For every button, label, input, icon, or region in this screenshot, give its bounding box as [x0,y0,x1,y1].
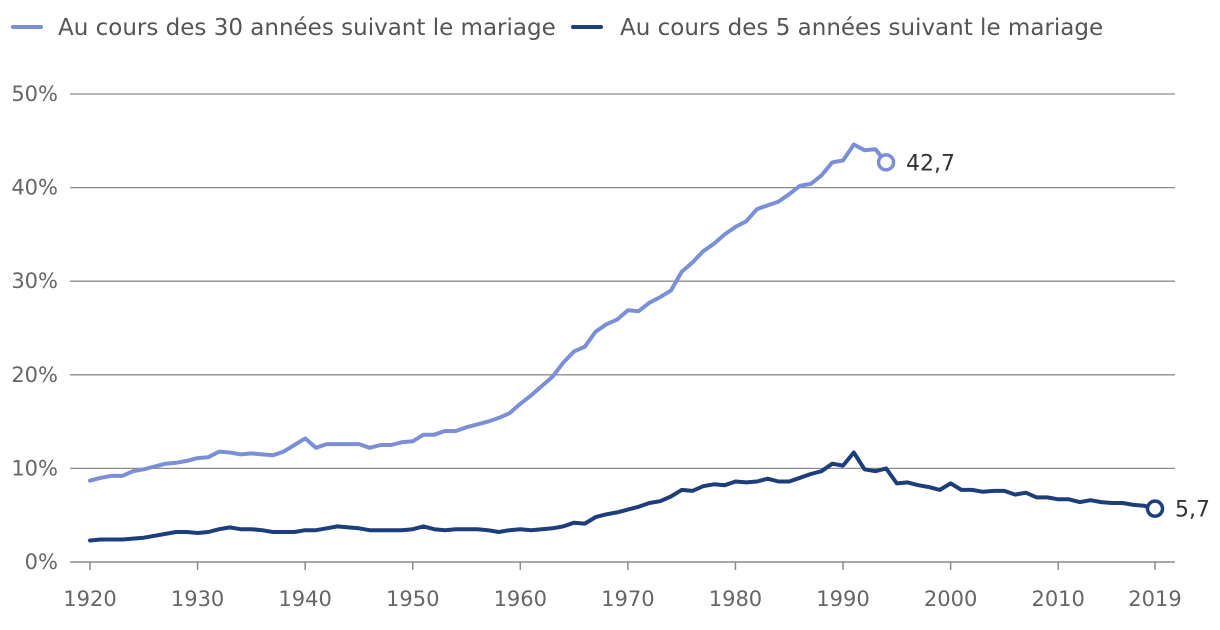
y-tick-label: 40% [11,176,58,200]
series-end-label-1: 5,7 [1175,498,1210,523]
y-tick-label: 30% [11,269,58,293]
series-end-marker-1 [1145,499,1165,518]
y-tick-label: 0% [25,550,58,574]
series-line-1 [88,450,1157,543]
gridlines [70,93,1175,470]
x-tick-label: 1980 [709,587,762,611]
y-tick-label: 10% [11,456,58,480]
legend-label-1: Au cours des 5 années suivant le mariage [620,15,1103,41]
series-end-marker-0 [876,153,896,172]
y-tick-label: 50% [11,82,58,106]
x-tick-label: 2010 [1031,587,1084,611]
legend: Au cours des 30 années suivant le mariag… [11,15,1103,41]
x-tick-label: 1960 [494,587,547,611]
legend-label-0: Au cours des 30 années suivant le mariag… [58,15,556,41]
x-tick-label: 1950 [386,587,439,611]
series-end-label-0: 42,7 [906,151,955,176]
x-axis: 1920 1930 1940 1950 1960 1970 1980 1990 2000 2010… [63,561,1182,611]
x-tick-label: 1970 [601,587,654,611]
y-tick-label: 20% [11,363,58,387]
x-tick-label: 2019 [1128,587,1181,611]
y-axis: 0% 10% 20% 30% 40% 50% [11,82,58,574]
x-tick-label: 1990 [816,587,869,611]
x-tick-label: 1940 [278,587,331,611]
x-tick-label: 1920 [63,587,116,611]
x-tick-label: 2000 [924,587,977,611]
series-line-0 [88,142,889,483]
series-lines: 42,7 5,7 [88,142,1210,543]
x-tick-label: 1930 [171,587,224,611]
